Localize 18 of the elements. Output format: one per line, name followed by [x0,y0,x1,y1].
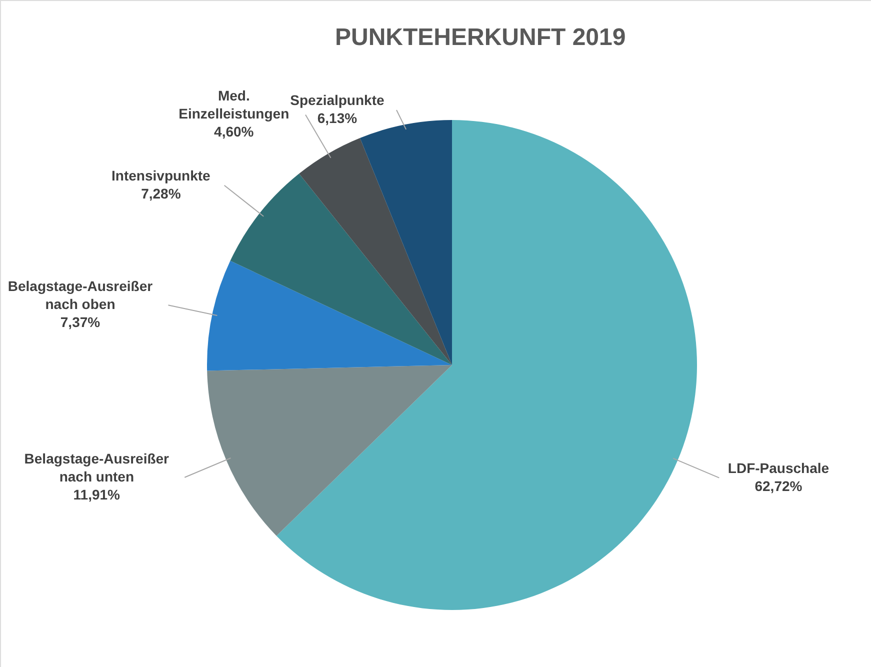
slice-label: LDF-Pauschale [728,460,830,476]
pie-slice [230,174,452,365]
pie-slice [207,365,452,536]
pie-slice [299,138,452,365]
slice-label: Belagstage-Ausreißer nach unten [24,450,170,484]
data-label: 7,37% [60,314,101,330]
data-label: 6,13% [317,110,358,126]
slice-label: Med. Einzelleistungen [178,88,290,122]
data-label: 11,91% [73,486,121,502]
pie-slice [360,120,452,365]
slice-label: Spezialpunkte [290,92,384,108]
chart-title: PUNKTEHERKUNFT 2019 [335,24,626,51]
slice-label: Intensivpunkte [112,167,211,184]
data-label: 62,72% [754,478,803,494]
pie-slice [207,260,452,371]
data-label: 4,60% [214,124,254,140]
data-label: 7,28% [141,185,182,202]
slice-label: Belagstage-Ausreißer nach oben [8,278,154,312]
